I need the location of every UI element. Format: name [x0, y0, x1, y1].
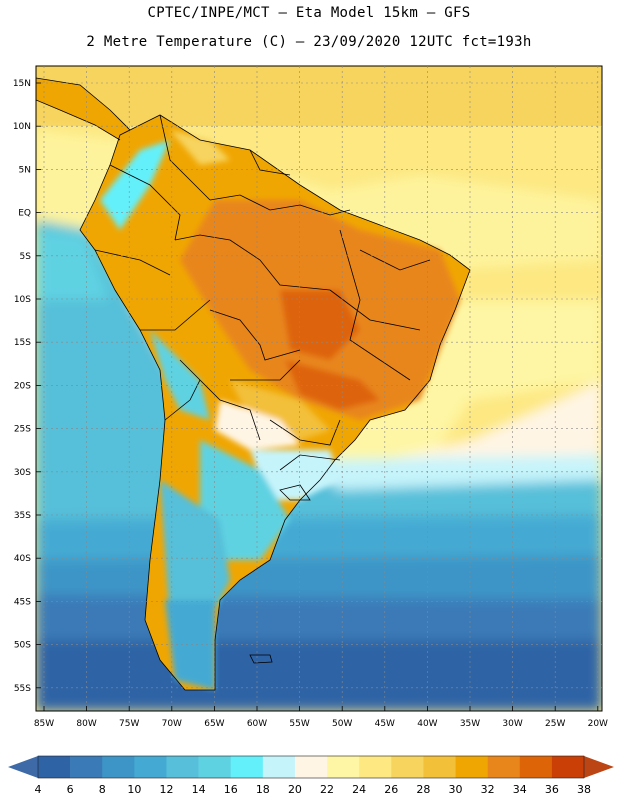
colorbar-swatch	[230, 756, 264, 778]
colorbar-label: 16	[223, 783, 238, 796]
colorbar-label: 34	[512, 783, 527, 796]
lon-label: 75W	[119, 719, 139, 729]
lon-label: 85W	[34, 719, 54, 729]
colorbar-label: 10	[127, 783, 142, 796]
colorbar-label: 12	[159, 783, 174, 796]
lat-label: 10N	[13, 122, 31, 132]
central-america-land	[36, 78, 130, 140]
colorbar-swatch	[423, 756, 456, 778]
lat-label: 50S	[14, 641, 31, 651]
lon-label: 45W	[375, 719, 395, 729]
colorbar-label: 20	[287, 783, 302, 796]
colorbar-label: 38	[577, 783, 591, 796]
colorbar-swatch	[262, 756, 296, 778]
colorbar-swatch	[166, 756, 199, 778]
colorbar-label: 6	[66, 783, 74, 796]
colorbar-left-arrow	[8, 756, 38, 778]
colorbar-label: 22	[320, 783, 335, 796]
title-line-1: CPTEC/INPE/MCT – Eta Model 15km – GFS	[147, 5, 471, 21]
colorbar-swatch	[327, 756, 360, 778]
lat-label: 5S	[20, 252, 32, 262]
graticule	[36, 66, 602, 711]
colorbar	[8, 755, 614, 779]
colorbar-label: 18	[255, 783, 270, 796]
lat-label: 15S	[14, 338, 31, 348]
colorbar-swatch	[359, 756, 392, 778]
colorbar-swatch	[551, 756, 585, 778]
lon-label: 20W	[588, 719, 608, 729]
lon-label: 55W	[289, 719, 309, 729]
lon-label: 35W	[460, 719, 480, 729]
lon-label: 30W	[502, 719, 522, 729]
colorbar-label: 14	[191, 783, 206, 796]
lon-label: 60W	[247, 719, 267, 729]
colorbar-swatch	[391, 756, 424, 778]
colorbar-label: 26	[384, 783, 399, 796]
lon-label: 70W	[162, 719, 182, 729]
map-frame	[35, 65, 603, 712]
colorbar-swatch	[519, 756, 553, 778]
lon-label: 80W	[76, 719, 96, 729]
lat-label: EQ	[18, 209, 31, 219]
borders	[36, 77, 471, 691]
colorbar-swatch	[198, 756, 232, 778]
lat-label: 30S	[14, 468, 31, 478]
lon-label: 65W	[204, 719, 224, 729]
colorbar-label: 4	[34, 783, 42, 796]
lat-label: 5N	[19, 165, 31, 175]
latitude-labels: 15N 10N 5N EQ 5S 10S 15S 20S 25S 30S 35S 40S 45S 50S 5…	[13, 79, 31, 694]
colorbar-label: 32	[480, 783, 495, 796]
map-field	[36, 66, 602, 711]
colorbar-label: 36	[544, 783, 559, 796]
lat-label: 45S	[14, 597, 31, 607]
longitude-labels: 85W 80W 75W 70W 65W 60W 55W 50W 45W 40W 35W 30W 25W 2…	[34, 719, 608, 729]
lat-label: 15N	[13, 79, 31, 89]
lat-label: 55S	[14, 684, 31, 694]
lat-label: 25S	[14, 425, 31, 435]
colorbar-swatch	[38, 756, 71, 778]
lon-label: 50W	[332, 719, 352, 729]
colorbar-right-arrow	[584, 756, 614, 778]
colorbar-label: 24	[352, 783, 367, 796]
lat-label: 20S	[14, 381, 31, 391]
lon-label: 25W	[545, 719, 565, 729]
colorbar-label: 28	[416, 783, 431, 796]
colorbar-label: 8	[98, 783, 106, 796]
lat-label: 40S	[14, 554, 31, 564]
colorbar-swatch	[487, 756, 521, 778]
title-line-2: 2 Metre Temperature (C) – 23/09/2020 12U…	[86, 34, 532, 50]
colorbar-label: 30	[448, 783, 463, 796]
colorbar-swatch	[102, 756, 135, 778]
colorbar-swatch	[70, 756, 103, 778]
lat-label: 10S	[14, 295, 31, 305]
colorbar-swatch	[455, 756, 488, 778]
lon-label: 40W	[417, 719, 437, 729]
lat-label: 35S	[14, 511, 31, 521]
colorbar-swatch	[134, 756, 167, 778]
colorbar-swatch	[294, 756, 328, 778]
